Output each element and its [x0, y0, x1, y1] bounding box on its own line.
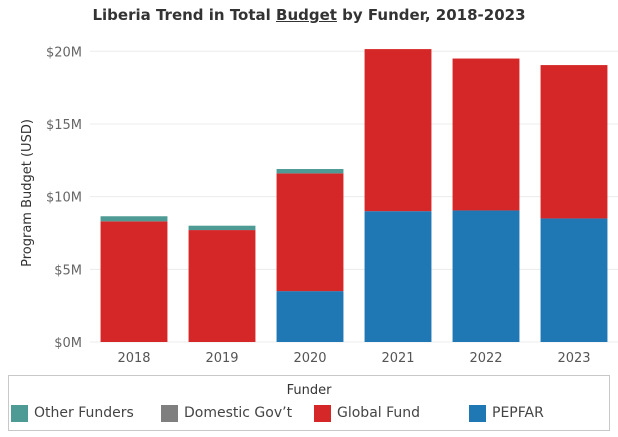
x-tick-label: 2020 — [293, 351, 326, 366]
legend-item-other-funders[interactable]: Other Funders — [11, 404, 134, 422]
bar-segment-pepfar[interactable] — [452, 210, 520, 342]
chart-title-post: by Funder, 2018-2023 — [336, 6, 526, 24]
bar-segment-other-funders[interactable] — [188, 225, 256, 231]
y-axis-label: Program Budget (USD) — [20, 119, 35, 267]
bar-segment-pepfar[interactable] — [276, 291, 344, 342]
y-tick-label: $0M — [54, 336, 82, 351]
legend-swatch — [469, 404, 486, 422]
grid-lines — [90, 50, 618, 343]
legend-label: Domestic Gov’t — [184, 405, 293, 421]
bar-segment-other-funders[interactable] — [276, 169, 344, 174]
x-tick-label: 2021 — [381, 351, 414, 366]
legend-item-domestic-gov-t[interactable]: Domestic Gov’t — [161, 404, 292, 422]
chart-title: Liberia Trend in Total Budget by Funder,… — [0, 6, 618, 24]
legend-title: Funder — [286, 383, 332, 398]
legend-label: PEPFAR — [492, 405, 544, 421]
bar-segment-global-fund[interactable] — [100, 221, 168, 342]
legend-swatch — [314, 404, 331, 422]
legend-label: Other Funders — [34, 405, 134, 421]
chart-title-emph: Budget — [276, 6, 337, 24]
legend-label: Global Fund — [337, 405, 421, 421]
bar-segment-other-funders[interactable] — [100, 216, 168, 222]
bar-segment-global-fund[interactable] — [364, 49, 432, 212]
bar-segment-global-fund[interactable] — [276, 173, 344, 292]
bars — [100, 49, 608, 342]
legend: Funder Other Funders Domestic Gov’t Global… — [8, 375, 610, 431]
bar-segment-pepfar[interactable] — [364, 211, 432, 342]
x-tick-label: 2022 — [469, 351, 502, 366]
axes: $0M $5M $10M $15M $20M 2018 2019 2020 2021 2022 20… — [20, 45, 591, 366]
legend-item-global-fund[interactable]: Global Fund — [314, 404, 420, 422]
y-tick-label: $15M — [46, 118, 82, 133]
legend-swatch — [11, 404, 28, 422]
bar-segment-pepfar[interactable] — [540, 218, 608, 342]
chart-title-pre: Liberia Trend in Total — [92, 6, 277, 24]
bar-segment-global-fund[interactable] — [452, 58, 520, 211]
legend-swatch — [161, 404, 178, 422]
x-tick-label: 2023 — [557, 351, 590, 366]
bar-segment-global-fund[interactable] — [540, 65, 608, 219]
bar-segment-global-fund[interactable] — [188, 230, 256, 342]
y-tick-label: $5M — [54, 263, 82, 278]
y-tick-label: $20M — [46, 45, 82, 60]
legend-item-pepfar[interactable]: PEPFAR — [469, 404, 544, 422]
x-tick-label: 2019 — [205, 351, 238, 366]
x-tick-label: 2018 — [117, 351, 150, 366]
y-tick-label: $10M — [46, 191, 82, 206]
